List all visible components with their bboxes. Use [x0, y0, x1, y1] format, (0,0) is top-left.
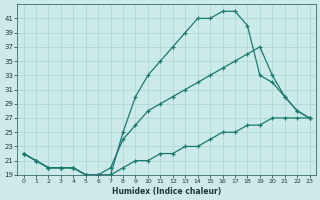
- X-axis label: Humidex (Indice chaleur): Humidex (Indice chaleur): [112, 187, 221, 196]
